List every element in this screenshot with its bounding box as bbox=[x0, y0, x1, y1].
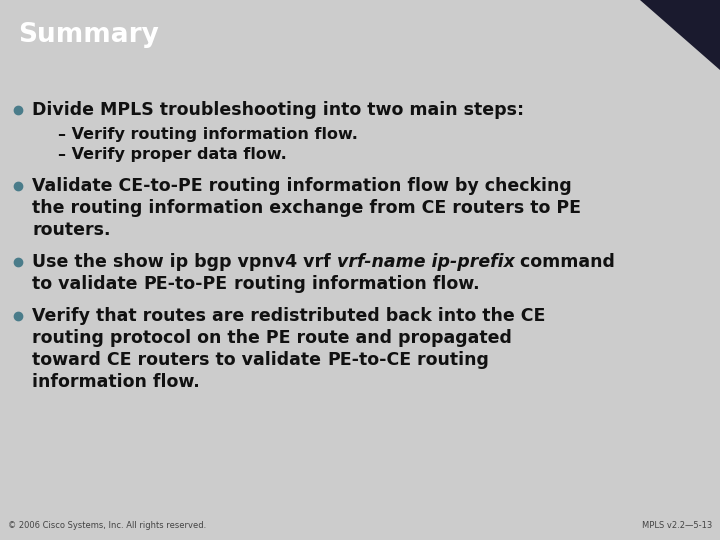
Text: – Verify routing information flow.: – Verify routing information flow. bbox=[58, 126, 358, 141]
Text: MPLS v2.2—5-13: MPLS v2.2—5-13 bbox=[642, 522, 712, 530]
Text: routing protocol on the PE route and propagated: routing protocol on the PE route and pro… bbox=[32, 329, 512, 347]
Text: PE-to-PE: PE-to-PE bbox=[143, 275, 228, 293]
Text: vrf-name ip-prefix: vrf-name ip-prefix bbox=[337, 253, 515, 271]
Text: routing: routing bbox=[411, 351, 489, 369]
Text: the routing information exchange from CE routers to PE: the routing information exchange from CE… bbox=[32, 199, 581, 217]
Text: Validate CE-to-PE routing information flow by checking: Validate CE-to-PE routing information fl… bbox=[32, 177, 572, 195]
Text: toward CE routers to validate: toward CE routers to validate bbox=[32, 351, 327, 369]
Text: PE-to-CE: PE-to-CE bbox=[327, 351, 411, 369]
Text: Summary: Summary bbox=[18, 22, 159, 48]
Text: Divide MPLS troubleshooting into two main steps:: Divide MPLS troubleshooting into two mai… bbox=[32, 101, 524, 119]
Text: routers.: routers. bbox=[32, 221, 110, 239]
Text: © 2006 Cisco Systems, Inc. All rights reserved.: © 2006 Cisco Systems, Inc. All rights re… bbox=[8, 522, 206, 530]
Text: Verify that routes are redistributed back into the CE: Verify that routes are redistributed bac… bbox=[32, 307, 545, 325]
Text: – Verify proper data flow.: – Verify proper data flow. bbox=[58, 146, 287, 161]
Text: routing information flow.: routing information flow. bbox=[228, 275, 480, 293]
Text: Use the: Use the bbox=[32, 253, 113, 271]
Text: show ip bgp vpnv4 vrf: show ip bgp vpnv4 vrf bbox=[113, 253, 337, 271]
Polygon shape bbox=[640, 0, 720, 70]
Text: to validate: to validate bbox=[32, 275, 143, 293]
Text: information flow.: information flow. bbox=[32, 373, 199, 391]
Text: command: command bbox=[515, 253, 616, 271]
